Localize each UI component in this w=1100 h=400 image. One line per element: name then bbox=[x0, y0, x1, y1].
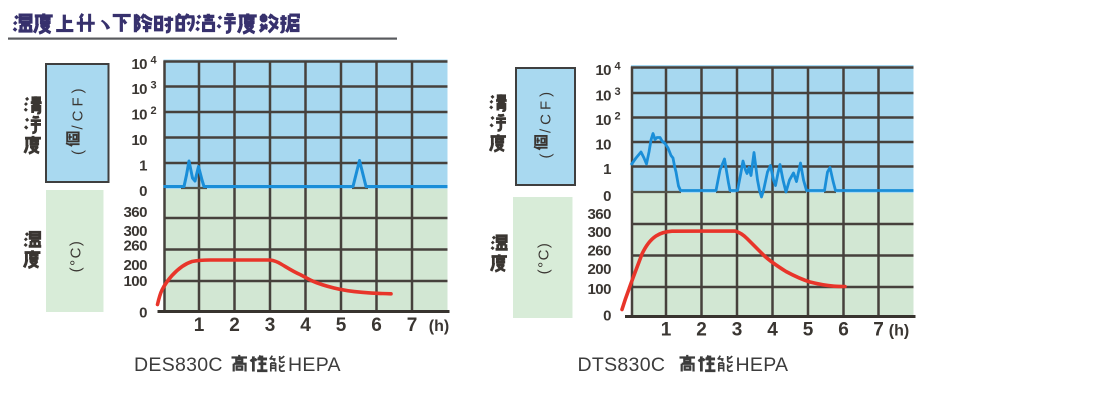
svg-text:DTS830C: DTS830C bbox=[578, 354, 666, 376]
svg-text:7: 7 bbox=[873, 320, 884, 341]
svg-text:3: 3 bbox=[615, 86, 621, 98]
svg-text:HEPA: HEPA bbox=[736, 354, 789, 376]
svg-text:10: 10 bbox=[595, 62, 611, 79]
svg-text:(h): (h) bbox=[429, 318, 449, 335]
svg-text:1: 1 bbox=[661, 320, 672, 341]
svg-text:0: 0 bbox=[139, 183, 147, 200]
svg-text:300: 300 bbox=[123, 223, 147, 240]
svg-text:0: 0 bbox=[139, 305, 147, 322]
svg-text:4: 4 bbox=[151, 55, 158, 67]
svg-text:200: 200 bbox=[587, 261, 611, 278]
svg-text:(°C): (°C) bbox=[68, 240, 85, 273]
svg-text:10: 10 bbox=[595, 112, 611, 129]
svg-text:2: 2 bbox=[615, 111, 621, 123]
svg-text:(: ( bbox=[70, 150, 87, 155]
svg-text:360: 360 bbox=[587, 206, 611, 223]
svg-text:1: 1 bbox=[603, 161, 611, 178]
svg-text:2: 2 bbox=[229, 315, 240, 336]
svg-text:10: 10 bbox=[131, 56, 147, 73]
svg-text:3: 3 bbox=[265, 315, 276, 336]
svg-text:4: 4 bbox=[767, 320, 778, 341]
svg-text:10: 10 bbox=[595, 88, 611, 105]
svg-text:1: 1 bbox=[139, 158, 147, 175]
svg-text:3: 3 bbox=[151, 80, 157, 92]
svg-text:100: 100 bbox=[587, 281, 611, 298]
svg-text:300: 300 bbox=[587, 224, 611, 241]
svg-text:/CF): /CF) bbox=[538, 88, 555, 133]
svg-text:/CF): /CF) bbox=[70, 84, 87, 129]
svg-text:HEPA: HEPA bbox=[288, 354, 341, 376]
svg-text:4: 4 bbox=[300, 315, 311, 336]
svg-text:(h): (h) bbox=[889, 323, 909, 340]
svg-text:4: 4 bbox=[615, 61, 622, 73]
svg-text:7: 7 bbox=[407, 315, 418, 336]
svg-text:6: 6 bbox=[371, 315, 382, 336]
svg-text:10: 10 bbox=[131, 81, 147, 98]
svg-text:1: 1 bbox=[194, 315, 205, 336]
svg-text:2: 2 bbox=[696, 320, 707, 341]
svg-text:260: 260 bbox=[123, 238, 147, 255]
svg-text:2: 2 bbox=[151, 105, 157, 117]
svg-text:0: 0 bbox=[603, 308, 611, 325]
svg-text:10: 10 bbox=[131, 132, 147, 149]
svg-text:5: 5 bbox=[336, 315, 347, 336]
svg-text:10: 10 bbox=[595, 137, 611, 154]
svg-text:360: 360 bbox=[123, 204, 147, 221]
svg-text:260: 260 bbox=[587, 242, 611, 259]
svg-text:DES830C: DES830C bbox=[134, 354, 223, 376]
svg-text:3: 3 bbox=[732, 320, 743, 341]
svg-text:(°C): (°C) bbox=[536, 242, 553, 275]
svg-text:5: 5 bbox=[803, 320, 814, 341]
svg-text:10: 10 bbox=[131, 107, 147, 124]
svg-text:(: ( bbox=[538, 154, 555, 159]
svg-text:0: 0 bbox=[603, 188, 611, 205]
svg-text:6: 6 bbox=[838, 320, 849, 341]
svg-text:100: 100 bbox=[123, 273, 147, 290]
svg-text:200: 200 bbox=[123, 257, 147, 274]
